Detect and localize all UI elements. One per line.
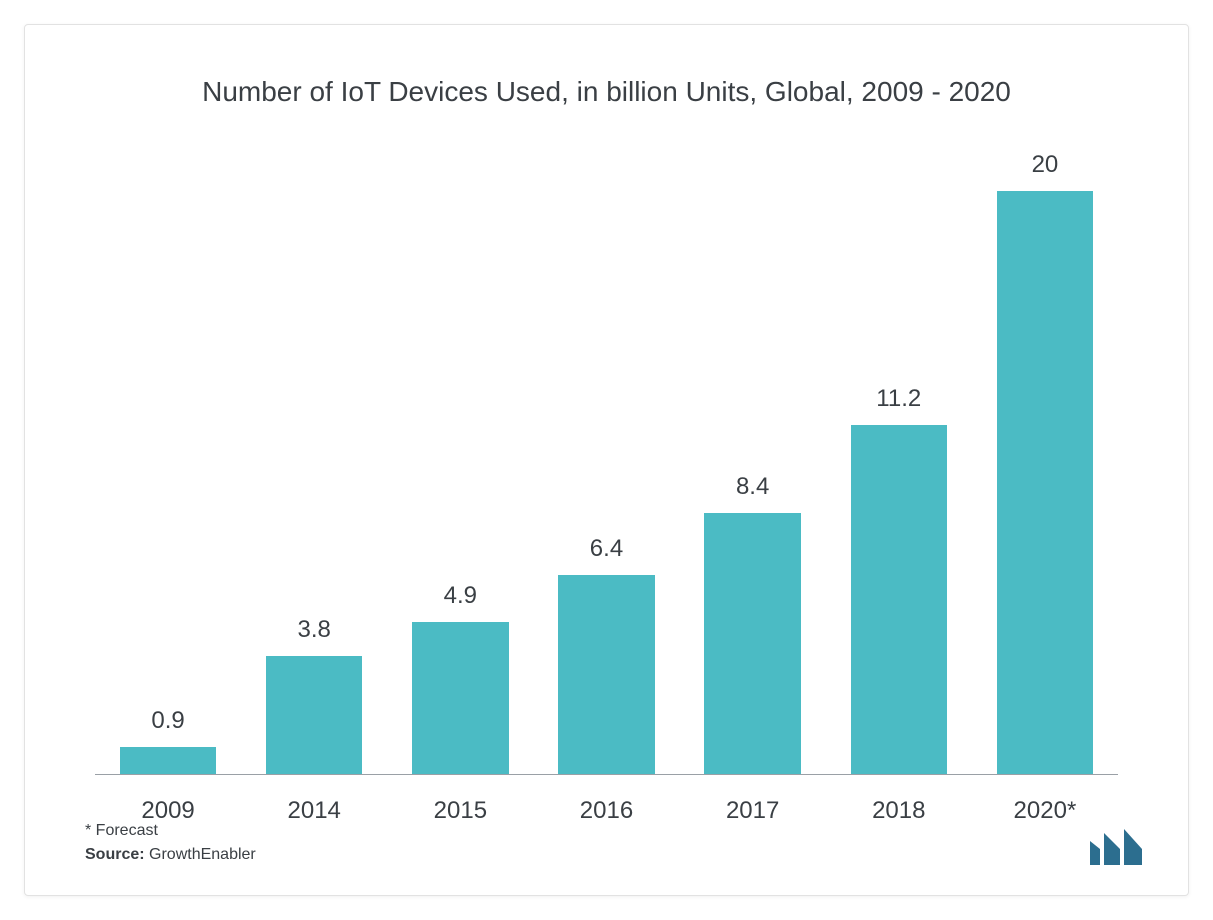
forecast-note: * Forecast bbox=[85, 819, 256, 843]
x-axis-label: 2015 bbox=[387, 797, 533, 825]
x-axis-label: 2017 bbox=[680, 797, 826, 825]
bar-slot: 6.4 bbox=[533, 151, 679, 775]
bar-value-label: 0.9 bbox=[151, 707, 184, 735]
bar-slot: 11.2 bbox=[826, 151, 972, 775]
bar-rect bbox=[851, 425, 947, 775]
plot-area: 0.93.84.96.48.411.220 200920142015201620… bbox=[95, 151, 1118, 845]
bar-rect bbox=[997, 191, 1093, 775]
mi-logo bbox=[1086, 827, 1146, 867]
chart-title: Number of IoT Devices Used, in billion U… bbox=[85, 73, 1128, 111]
source-value: GrowthEnabler bbox=[149, 846, 256, 863]
bar-rect bbox=[266, 656, 362, 775]
bar-value-label: 11.2 bbox=[876, 385, 921, 413]
bar-rect bbox=[558, 575, 654, 775]
chart-card: Number of IoT Devices Used, in billion U… bbox=[24, 24, 1189, 896]
x-axis-label: 2016 bbox=[533, 797, 679, 825]
source-line: Source: GrowthEnabler bbox=[85, 843, 256, 867]
source-label: Source: bbox=[85, 846, 145, 863]
bar-rect bbox=[120, 747, 216, 775]
x-axis-label: 2018 bbox=[826, 797, 972, 825]
chart-footer: * Forecast Source: GrowthEnabler bbox=[85, 819, 256, 867]
bar-slot: 0.9 bbox=[95, 151, 241, 775]
bar-slot: 8.4 bbox=[680, 151, 826, 775]
bar-value-label: 4.9 bbox=[444, 582, 477, 610]
bar-value-label: 6.4 bbox=[590, 535, 623, 563]
x-axis-label: 2020* bbox=[972, 797, 1118, 825]
bar-rect bbox=[412, 622, 508, 775]
bar-slot: 3.8 bbox=[241, 151, 387, 775]
bar-slot: 4.9 bbox=[387, 151, 533, 775]
bar-value-label: 20 bbox=[1032, 151, 1059, 179]
bar-value-label: 3.8 bbox=[298, 616, 331, 644]
bar-value-label: 8.4 bbox=[736, 473, 769, 501]
bars-container: 0.9 3.8 4.9 6.4 8.4 11.2 20 bbox=[95, 151, 1118, 775]
bar-rect bbox=[704, 513, 800, 775]
bar-slot: 20 bbox=[972, 151, 1118, 775]
x-axis-label: 2014 bbox=[241, 797, 387, 825]
